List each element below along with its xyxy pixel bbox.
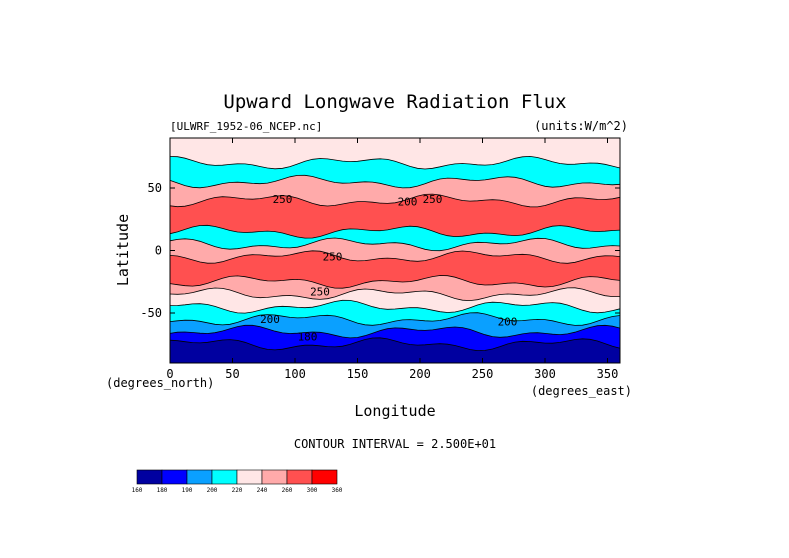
colorbar-swatch [136,469,163,485]
contour-label: 200 [398,196,418,209]
contour-line [169,174,621,189]
contour-label: 250 [323,251,343,264]
contour-line [169,224,621,239]
x-axis: 0 50 100 150 200 250 300 350 [166,138,618,381]
chart-title: Upward Longwave Radiation Flux [223,91,566,113]
x-tick-label: 100 [284,367,306,381]
contour-line [169,299,621,314]
colorbar-label: 190 [182,487,193,494]
colorbar-label: 240 [257,487,268,494]
contour-line [169,324,621,339]
colorbar-label: 300 [307,487,318,494]
contour-line [169,155,621,170]
heatmap-band [170,156,620,188]
contour-label: 180 [298,331,318,344]
heatmap-band [170,325,620,351]
contour-line [169,287,621,302]
heatmap-band [170,312,620,338]
colorbar-label: 160 [132,487,143,494]
plot-area [170,138,620,363]
contour-line [169,193,621,208]
y-tick-label: 0 [155,244,162,258]
x-tick-label: 0 [166,367,173,381]
heatmap-band [170,275,620,301]
heatmap-band [170,225,620,251]
units-label: (units:W/m^2) [534,119,628,133]
x-tick-label: 50 [225,367,239,381]
colorbar-swatch [286,469,313,485]
y-tick-label: -50 [140,306,162,320]
y-unit-label: (degrees_north) [106,376,214,390]
x-tick-label: 250 [472,367,494,381]
contour-interval: CONTOUR INTERVAL = 2.500E+01 [294,437,496,451]
contour-line [169,250,621,264]
colorbar-label: 220 [232,487,243,494]
heatmap-band [170,175,620,207]
contour-label: 250 [310,286,330,299]
x-unit-label: (degrees_east) [531,384,632,398]
contour-line [169,237,621,252]
x-tick-label: 300 [534,367,556,381]
source-label: [ULWRF_1952-06_NCEP.nc] [170,120,322,133]
heatmap-band [170,250,620,289]
contour-label: 200 [260,313,280,326]
x-tick-label: 150 [347,367,369,381]
contour-lines [169,155,621,352]
x-tick-label: 200 [409,367,431,381]
contour-label: 200 [498,316,518,329]
heatmap-band [170,194,620,239]
colorbar-label: 260 [282,487,293,494]
contour-label: 250 [273,193,293,206]
contour-line [169,275,621,289]
y-axis: 50 0 -50 [140,181,620,320]
x-axis-title: Longitude [354,402,435,420]
y-tick-label: 50 [148,181,162,195]
colorbar-swatch [186,469,213,485]
colorbar-label: 200 [207,487,218,494]
contour-line [169,312,621,326]
colorbar-label: 180 [157,487,168,494]
colorbar-swatch [236,469,263,485]
colorbar-label: 360 [332,487,343,494]
colorbar: 160 180 190 200 220 240 260 300 360 [132,469,343,494]
colorbar-swatch [311,469,338,485]
contour-label: 250 [423,193,443,206]
contour-line [169,337,621,352]
x-tick-label: 350 [597,367,619,381]
colorbar-swatch [161,469,188,485]
colorbar-swatch [211,469,238,485]
y-axis-title: Latitude [114,214,132,286]
heatmap-band [170,138,620,169]
colorbar-swatch [261,469,288,485]
contour-labels: 250 250 200 250 250 200 200 180 [260,193,517,344]
heatmap-band [170,238,620,264]
